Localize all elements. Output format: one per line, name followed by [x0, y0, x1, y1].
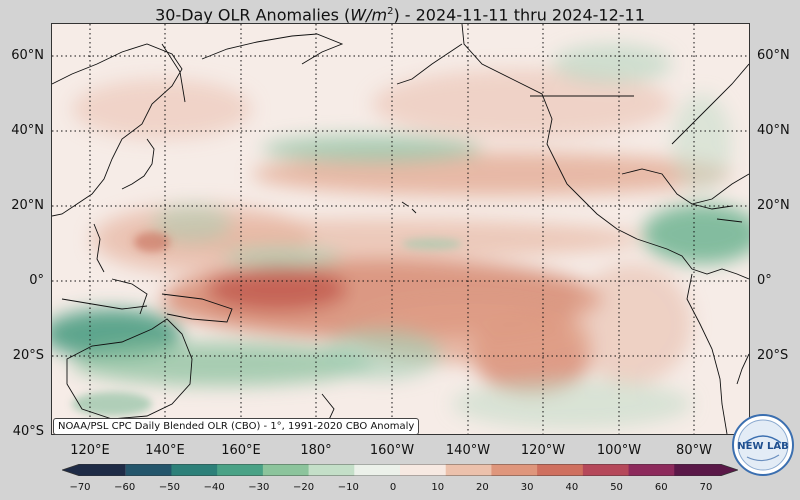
colorbar-segment: [262, 464, 310, 476]
anomaly-detail: [72, 232, 462, 416]
lat-label-right: 20°N: [757, 198, 790, 213]
colorbar-tick-label: −50: [158, 482, 180, 493]
colorbar-segment: [400, 464, 447, 476]
colorbar-segment: [491, 464, 538, 476]
lat-label-left: 20°N: [11, 198, 44, 213]
lat-label-right: 40°N: [757, 123, 790, 138]
lon-label: 120°W: [520, 443, 566, 458]
data-source-credit: NOAA/PSL CPC Daily Blended OLR (CBO) - 1…: [53, 418, 420, 435]
graticule: [52, 24, 749, 434]
logo-text: NEW LAB: [737, 441, 788, 452]
colorbar-segment: [537, 464, 584, 476]
colorbar-tick-label: −10: [337, 482, 359, 493]
anomaly-field: [52, 44, 749, 429]
colorbar-segment: [445, 464, 492, 476]
colorbar-tick-label: −20: [293, 482, 315, 493]
colorbar-tick-label: 40: [565, 482, 579, 493]
colorbar-segment: [217, 464, 264, 476]
title-prefix: 30-Day OLR Anomalies (: [155, 5, 351, 25]
colorbar-segment: [171, 464, 218, 476]
lon-label: 100°W: [596, 443, 642, 458]
lat-label-left: 40°S: [12, 424, 44, 439]
map-title: 30-Day OLR Anomalies (W/m2) - 2024-11-11…: [0, 0, 800, 24]
olr-anomaly-map: [51, 23, 750, 435]
lat-label-left: 60°N: [11, 48, 44, 63]
lat-label-left: 0°: [29, 273, 44, 288]
colorbar-tick-label: 20: [476, 482, 489, 493]
colorbar-segments: [62, 464, 738, 476]
colorbar-tick-label: 0: [389, 482, 397, 493]
lon-label: 120°E: [70, 443, 110, 458]
map-canvas: [52, 24, 749, 434]
title-unit: W/m: [350, 5, 388, 25]
colorbar-tick-label: 50: [610, 482, 623, 493]
lat-label-left: 40°N: [11, 123, 44, 138]
colorbar-segment: [62, 464, 126, 476]
colorbar-segment: [354, 464, 401, 476]
colorbar-tick-label: −60: [114, 482, 136, 493]
colorbar-tick-label: −40: [203, 482, 225, 493]
colorbar: [62, 464, 738, 476]
colorbar-tick-label: −30: [248, 482, 270, 493]
colorbar-tick-label: 30: [520, 482, 534, 493]
colorbar-segment: [308, 464, 355, 476]
colorbar-tick-label: −70: [69, 482, 91, 493]
colorbar-segment: [125, 464, 172, 476]
lat-label-right: 0°: [757, 273, 772, 288]
title-unit-exponent: 2: [387, 6, 394, 17]
lon-label: 180°: [300, 443, 332, 458]
psl-logo-icon: NEW LAB: [732, 414, 794, 476]
coastlines: [52, 24, 749, 434]
colorbar-tick-label: 60: [654, 482, 668, 493]
colorbar-segment: [628, 464, 675, 476]
lon-label: 140°E: [145, 443, 185, 458]
lon-label: 160°W: [369, 443, 415, 458]
colorbar-segment: [674, 464, 738, 476]
colorbar-tick-label: 10: [431, 482, 445, 493]
lon-label: 140°W: [445, 443, 491, 458]
lat-label-left: 20°S: [12, 348, 44, 363]
lon-label: 80°W: [676, 443, 712, 458]
title-suffix: ) - 2024-11-11 thru 2024-12-11: [393, 5, 645, 25]
lat-label-right: 20°S: [757, 348, 789, 363]
colorbar-segment: [582, 464, 630, 476]
lat-label-right: 60°N: [757, 48, 790, 63]
lon-label: 160°E: [221, 443, 261, 458]
colorbar-tick-label: 70: [699, 482, 713, 493]
